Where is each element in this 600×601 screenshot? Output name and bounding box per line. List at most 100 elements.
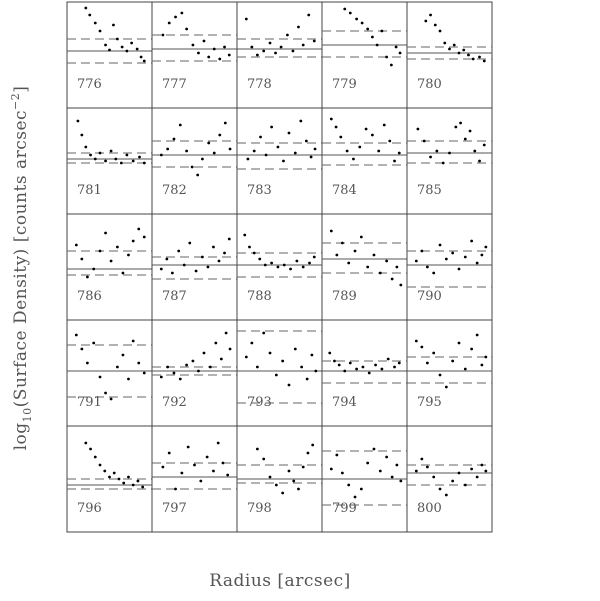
data-point — [127, 475, 130, 479]
data-point — [398, 51, 402, 55]
data-point — [457, 51, 461, 55]
data-point — [98, 249, 102, 253]
panel-label: 790 — [417, 289, 442, 304]
data-point — [185, 149, 189, 153]
data-point — [166, 365, 170, 369]
data-point — [414, 339, 418, 343]
panel-frame — [236, 213, 323, 321]
data-point — [274, 483, 278, 487]
data-point — [130, 41, 134, 45]
data-point — [207, 55, 211, 59]
data-point — [397, 361, 401, 365]
panel-frame — [151, 319, 238, 427]
data-point — [339, 135, 343, 139]
data-point — [190, 165, 194, 169]
data-point — [390, 475, 394, 479]
data-point — [345, 149, 349, 153]
data-point — [289, 267, 292, 271]
data-point — [308, 261, 311, 265]
data-point — [399, 283, 403, 287]
data-point — [172, 137, 176, 141]
data-point — [429, 155, 432, 159]
data-point — [98, 375, 102, 379]
data-point — [372, 447, 376, 451]
data-point — [394, 45, 398, 49]
data-point — [167, 21, 171, 25]
data-point — [353, 495, 357, 499]
data-point — [333, 359, 336, 363]
data-point — [119, 161, 123, 165]
data-point — [131, 159, 135, 163]
panel-label: 797 — [162, 501, 187, 516]
data-point — [279, 45, 283, 49]
data-point — [84, 441, 88, 445]
data-point — [470, 239, 474, 243]
data-point — [425, 361, 429, 365]
data-point — [74, 333, 78, 337]
data-point — [335, 453, 339, 457]
data-point — [301, 43, 305, 47]
data-point — [385, 455, 389, 459]
data-point — [475, 333, 479, 337]
data-point — [420, 345, 424, 349]
data-point — [85, 361, 89, 365]
panel-label: 800 — [417, 501, 442, 516]
data-point — [223, 45, 226, 49]
data-point — [457, 471, 461, 475]
data-point — [478, 159, 481, 163]
data-point — [438, 373, 442, 377]
data-point — [197, 369, 200, 373]
data-point — [197, 51, 200, 55]
y-label-part: log — [11, 422, 31, 450]
data-point — [380, 29, 384, 33]
data-point — [438, 29, 442, 33]
data-point — [305, 377, 309, 381]
data-point — [131, 239, 135, 243]
panel-frame — [236, 1, 323, 109]
data-point — [92, 341, 96, 345]
x-axis-label: Radius [arcsec] — [209, 571, 351, 591]
data-point — [131, 483, 135, 487]
data-point — [202, 39, 206, 43]
data-point — [480, 363, 484, 367]
data-point — [185, 27, 189, 31]
data-point — [250, 341, 254, 345]
data-point — [191, 43, 195, 47]
panel-frame — [406, 213, 493, 321]
data-point — [127, 253, 130, 257]
data-point — [205, 455, 209, 459]
data-point — [201, 255, 204, 259]
data-point — [109, 397, 113, 401]
data-point — [377, 149, 381, 153]
data-point — [366, 27, 370, 31]
data-point — [380, 367, 384, 371]
data-point — [161, 33, 165, 37]
data-point — [444, 493, 448, 497]
data-point — [142, 371, 146, 375]
data-point — [385, 55, 389, 59]
data-point — [109, 149, 113, 153]
panel-frame — [151, 1, 238, 109]
data-point — [393, 159, 396, 163]
data-point — [93, 455, 97, 459]
data-point — [108, 48, 111, 52]
data-point — [212, 151, 216, 155]
data-point — [307, 13, 311, 17]
data-point — [432, 475, 436, 479]
data-point — [121, 353, 125, 357]
data-point — [358, 145, 362, 149]
data-point — [463, 137, 467, 141]
data-point — [138, 155, 141, 159]
data-point — [212, 245, 215, 249]
data-point — [443, 41, 447, 45]
data-point — [218, 133, 222, 137]
data-point — [382, 123, 386, 127]
data-point — [281, 491, 285, 495]
data-point — [463, 367, 467, 371]
data-point — [301, 465, 305, 469]
data-point — [139, 55, 143, 59]
data-point — [167, 451, 171, 455]
data-point — [352, 157, 355, 161]
data-point — [194, 269, 198, 273]
data-point — [467, 53, 470, 57]
